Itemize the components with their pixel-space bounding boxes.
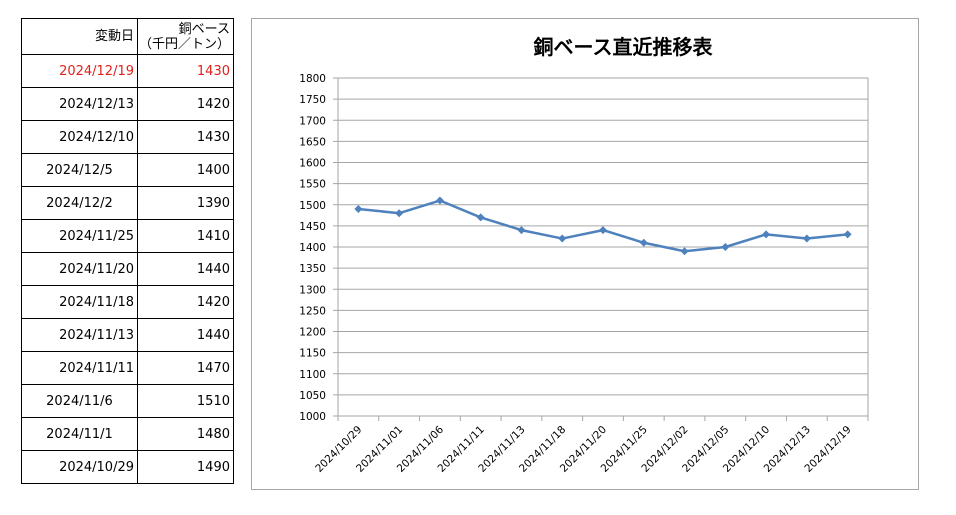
data-point [435, 196, 444, 205]
row-value: 1510 [137, 384, 234, 418]
line-chart: 銅ベース直近推移表 1000 1050 1100 1150 1200 1250 1300 135… [299, 35, 869, 475]
row-date: 2024/12/13 [21, 87, 138, 121]
row-value: 1490 [137, 450, 234, 484]
y-tick-label: 1250 [299, 305, 326, 317]
row-date: 2024/11/18 [21, 285, 138, 319]
data-point [680, 247, 689, 256]
row-value: 1420 [137, 285, 234, 319]
row-value: 1430 [137, 120, 234, 154]
data-point [762, 230, 771, 239]
y-tick-label: 1100 [299, 369, 326, 381]
chart-frame [251, 18, 919, 490]
data-point [599, 226, 607, 235]
row-date: 2024/10/29 [21, 450, 138, 484]
row-date: 2024/11/1 [21, 417, 138, 451]
y-tick-label: 1200 [299, 327, 326, 339]
table-row: 2024/12/13 1420 [21, 87, 234, 121]
row-value: 1470 [137, 351, 234, 385]
row-value: 1400 [137, 153, 234, 187]
table-row: 2024/11/6 1510 [21, 384, 234, 418]
y-tick-label: 1000 [299, 411, 326, 423]
y-tick-label: 1500 [299, 200, 326, 212]
y-tick-label: 1800 [299, 73, 326, 85]
table-row: 2024/11/18 1420 [21, 285, 234, 319]
y-tick-label: 1750 [299, 94, 326, 106]
row-date: 2024/12/10 [21, 120, 138, 154]
y-tick-label: 1300 [299, 284, 326, 296]
data-point [802, 234, 811, 243]
table-row: 2024/11/25 1410 [21, 219, 234, 253]
row-date: 2024/11/13 [21, 318, 138, 352]
table-row: 2024/11/13 1440 [21, 318, 234, 352]
row-value: 1420 [137, 87, 234, 121]
table-body: 2024/12/19 1430 2024/12/13 1420 2024/12/10 14… [21, 54, 234, 484]
data-point [843, 230, 852, 239]
table-row: 2024/12/5 1400 [21, 153, 234, 187]
y-tick-label: 1150 [299, 348, 326, 360]
y-tick-label: 1400 [299, 242, 326, 254]
price-table: 変動日 銅ベース （千円／トン） 2024/12/19 1430 2024/12/1… [21, 18, 234, 484]
y-tick-label: 1650 [299, 136, 326, 148]
row-value: 1390 [137, 186, 234, 220]
row-date: 2024/12/19 [21, 54, 138, 88]
table-row: 2024/12/2 1390 [21, 186, 234, 220]
header-value: 銅ベース （千円／トン） [137, 18, 234, 55]
table-row: 2024/11/20 1440 [21, 252, 234, 286]
table-header-row: 変動日 銅ベース （千円／トン） [21, 18, 234, 55]
table-row: 2024/11/1 1480 [21, 417, 234, 451]
chart-title: 銅ベース直近推移表 [534, 35, 714, 59]
data-point [354, 204, 363, 213]
header-value-line1: 銅ベース [178, 21, 230, 37]
data-point [395, 209, 404, 218]
y-tick-label: 1350 [299, 263, 326, 275]
y-tick-label: 1450 [299, 221, 326, 233]
row-date: 2024/11/6 [21, 384, 138, 418]
row-date: 2024/12/2 [21, 186, 138, 220]
row-value: 1430 [137, 54, 234, 88]
data-point [476, 213, 485, 222]
data-point [721, 243, 730, 251]
row-value: 1440 [137, 252, 234, 286]
table-row: 2024/11/11 1470 [21, 351, 234, 385]
header-value-line2: （千円／トン） [138, 36, 230, 52]
y-tick-label: 1700 [299, 115, 326, 127]
header-date: 変動日 [21, 18, 138, 55]
row-value: 1480 [137, 417, 234, 451]
row-date: 2024/11/20 [21, 252, 138, 286]
y-tick-label: 1550 [299, 179, 326, 191]
row-value: 1410 [137, 219, 234, 253]
row-value: 1440 [137, 318, 234, 352]
row-date: 2024/11/11 [21, 351, 138, 385]
row-date: 2024/12/5 [21, 153, 138, 187]
data-point [639, 238, 648, 247]
table-row: 2024/12/10 1430 [21, 120, 234, 154]
data-point [517, 226, 526, 235]
table-row: 2024/10/29 1490 [21, 450, 234, 484]
table-row: 2024/12/19 1430 [21, 54, 234, 88]
row-date: 2024/11/25 [21, 219, 138, 253]
y-tick-label: 1600 [299, 158, 326, 170]
data-point [558, 234, 567, 243]
y-tick-label: 1050 [299, 390, 326, 402]
